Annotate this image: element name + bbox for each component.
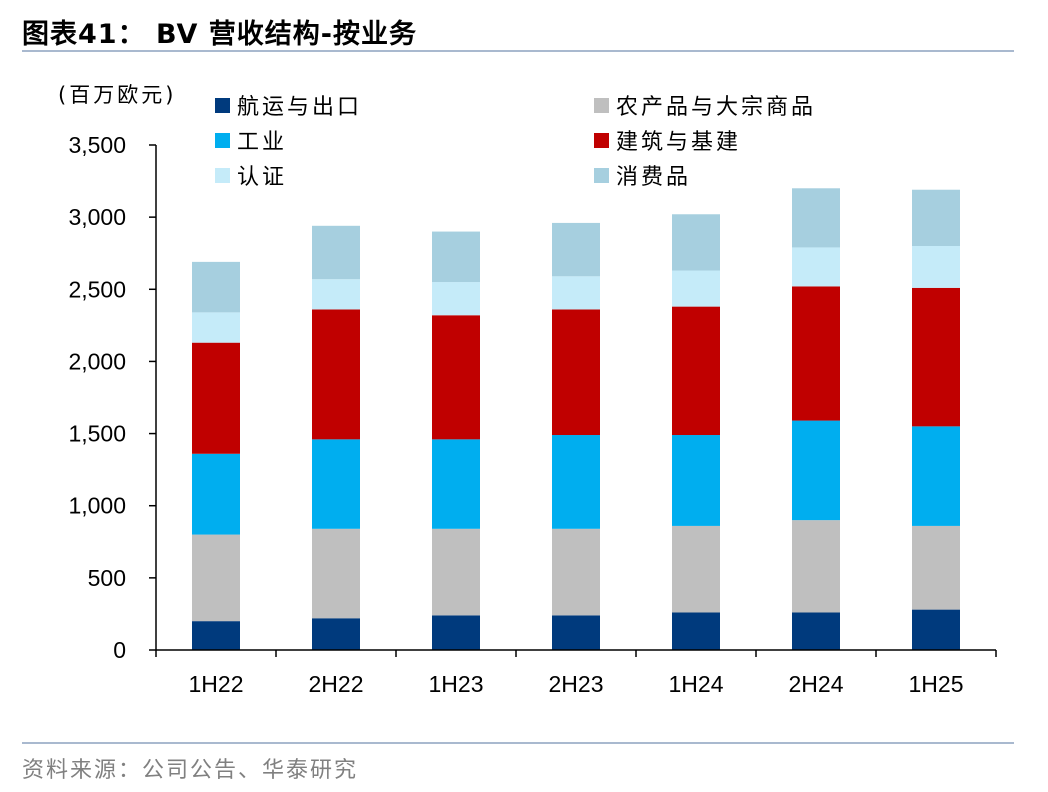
bar-segment bbox=[672, 214, 720, 271]
chart-title: 图表41： BV 营收结构-按业务 bbox=[22, 19, 417, 50]
legend-label: 认证 bbox=[237, 165, 287, 190]
bar-segment bbox=[192, 312, 240, 343]
legend-swatch bbox=[594, 168, 609, 183]
bottom-divider bbox=[22, 742, 1014, 744]
bar-segment bbox=[552, 615, 600, 650]
bar-segment bbox=[672, 612, 720, 650]
bar-segment bbox=[792, 286, 840, 421]
bar-stack-1H22 bbox=[192, 261, 240, 650]
y-tick-label: 500 bbox=[88, 565, 126, 591]
bar-segment bbox=[432, 615, 480, 650]
top-divider bbox=[22, 50, 1014, 52]
bar-segment bbox=[432, 528, 480, 616]
y-tick-label: 1,500 bbox=[68, 421, 126, 447]
y-tick-label: 1,000 bbox=[68, 493, 126, 519]
bar-segment bbox=[552, 309, 600, 436]
bar-segment bbox=[672, 306, 720, 436]
bar-segment bbox=[312, 225, 360, 280]
bar-segment bbox=[432, 282, 480, 316]
legend-swatch bbox=[594, 98, 609, 113]
bar-stack-2H22 bbox=[312, 225, 360, 650]
x-tick-label: 1H23 bbox=[429, 671, 484, 697]
y-tick-label: 2,500 bbox=[68, 276, 126, 302]
legend-swatch bbox=[594, 133, 609, 148]
y-tick-label: 3,500 bbox=[68, 132, 126, 158]
bar-segment bbox=[192, 453, 240, 535]
bar-segment bbox=[192, 261, 240, 313]
bar-segment bbox=[672, 525, 720, 613]
legend-label: 消费品 bbox=[616, 165, 691, 190]
legend-swatch bbox=[215, 133, 230, 148]
legend-item: 消费品 bbox=[594, 165, 691, 190]
source-note: 资料来源：公司公告、华泰研究 bbox=[22, 758, 359, 783]
bar-stack-1H23 bbox=[432, 231, 480, 650]
y-tick-label: 0 bbox=[113, 637, 126, 663]
bar-segment bbox=[312, 309, 360, 440]
bar-segment bbox=[552, 528, 600, 616]
y-axis: 0 500 1,000 1,500 2,000 2,500 3,000 3,500 bbox=[68, 132, 157, 663]
legend-swatch bbox=[215, 168, 230, 183]
bar-segment bbox=[312, 528, 360, 619]
bar-segment bbox=[912, 525, 960, 610]
bar-segment bbox=[432, 439, 480, 529]
bar-segment bbox=[912, 189, 960, 246]
bar-stack-1H25 bbox=[912, 189, 960, 650]
y-tick-label: 2,000 bbox=[68, 348, 126, 374]
legend-item: 建筑与基建 bbox=[594, 130, 741, 155]
bar-segment bbox=[192, 534, 240, 622]
legend-label: 农产品与大宗商品 bbox=[616, 95, 816, 120]
bar-segment bbox=[192, 342, 240, 454]
bar-segment bbox=[792, 247, 840, 287]
legend-item: 航运与出口 bbox=[215, 95, 362, 120]
bar-segment bbox=[552, 276, 600, 310]
x-tick-label: 1H24 bbox=[669, 671, 724, 697]
legend-swatch bbox=[215, 98, 230, 113]
x-axis: 1H22 2H22 1H23 2H23 1H24 2H24 1H25 bbox=[155, 649, 997, 697]
legend-item: 农产品与大宗商品 bbox=[594, 95, 816, 120]
bar-segment bbox=[912, 287, 960, 427]
bar-segment bbox=[312, 439, 360, 529]
unit-label: (百万欧元) bbox=[58, 83, 176, 107]
bar-segment bbox=[432, 231, 480, 283]
bar-segment bbox=[792, 612, 840, 650]
legend-item: 工业 bbox=[215, 130, 287, 155]
bar-segment bbox=[792, 520, 840, 613]
bar-segment bbox=[552, 222, 600, 277]
bar-segment bbox=[672, 435, 720, 526]
bar-segment bbox=[912, 426, 960, 526]
x-tick-label: 2H24 bbox=[789, 671, 844, 697]
legend-label: 工业 bbox=[237, 130, 287, 155]
x-tick-label: 1H25 bbox=[909, 671, 964, 697]
legend-item: 认证 bbox=[215, 165, 287, 190]
legend-label: 航运与出口 bbox=[237, 95, 362, 120]
bar-segment bbox=[312, 279, 360, 310]
bar-segment bbox=[552, 435, 600, 529]
bar-stack-2H23 bbox=[552, 222, 600, 650]
x-tick-label: 2H23 bbox=[549, 671, 604, 697]
legend-label: 建筑与基建 bbox=[616, 130, 741, 155]
bar-stack-2H24 bbox=[792, 188, 840, 650]
bar-segment bbox=[912, 246, 960, 288]
bar-segment bbox=[672, 270, 720, 307]
x-tick-label: 2H22 bbox=[309, 671, 364, 697]
y-tick-label: 3,000 bbox=[68, 204, 126, 230]
bar-segment bbox=[192, 621, 240, 650]
bar-segment bbox=[432, 315, 480, 440]
bar-segment bbox=[912, 609, 960, 650]
bar-stack-1H24 bbox=[672, 214, 720, 650]
x-tick-label: 1H22 bbox=[189, 671, 244, 697]
bar-segment bbox=[792, 420, 840, 521]
bar-segment bbox=[312, 618, 360, 650]
bars bbox=[192, 188, 960, 650]
bar-segment bbox=[792, 188, 840, 248]
